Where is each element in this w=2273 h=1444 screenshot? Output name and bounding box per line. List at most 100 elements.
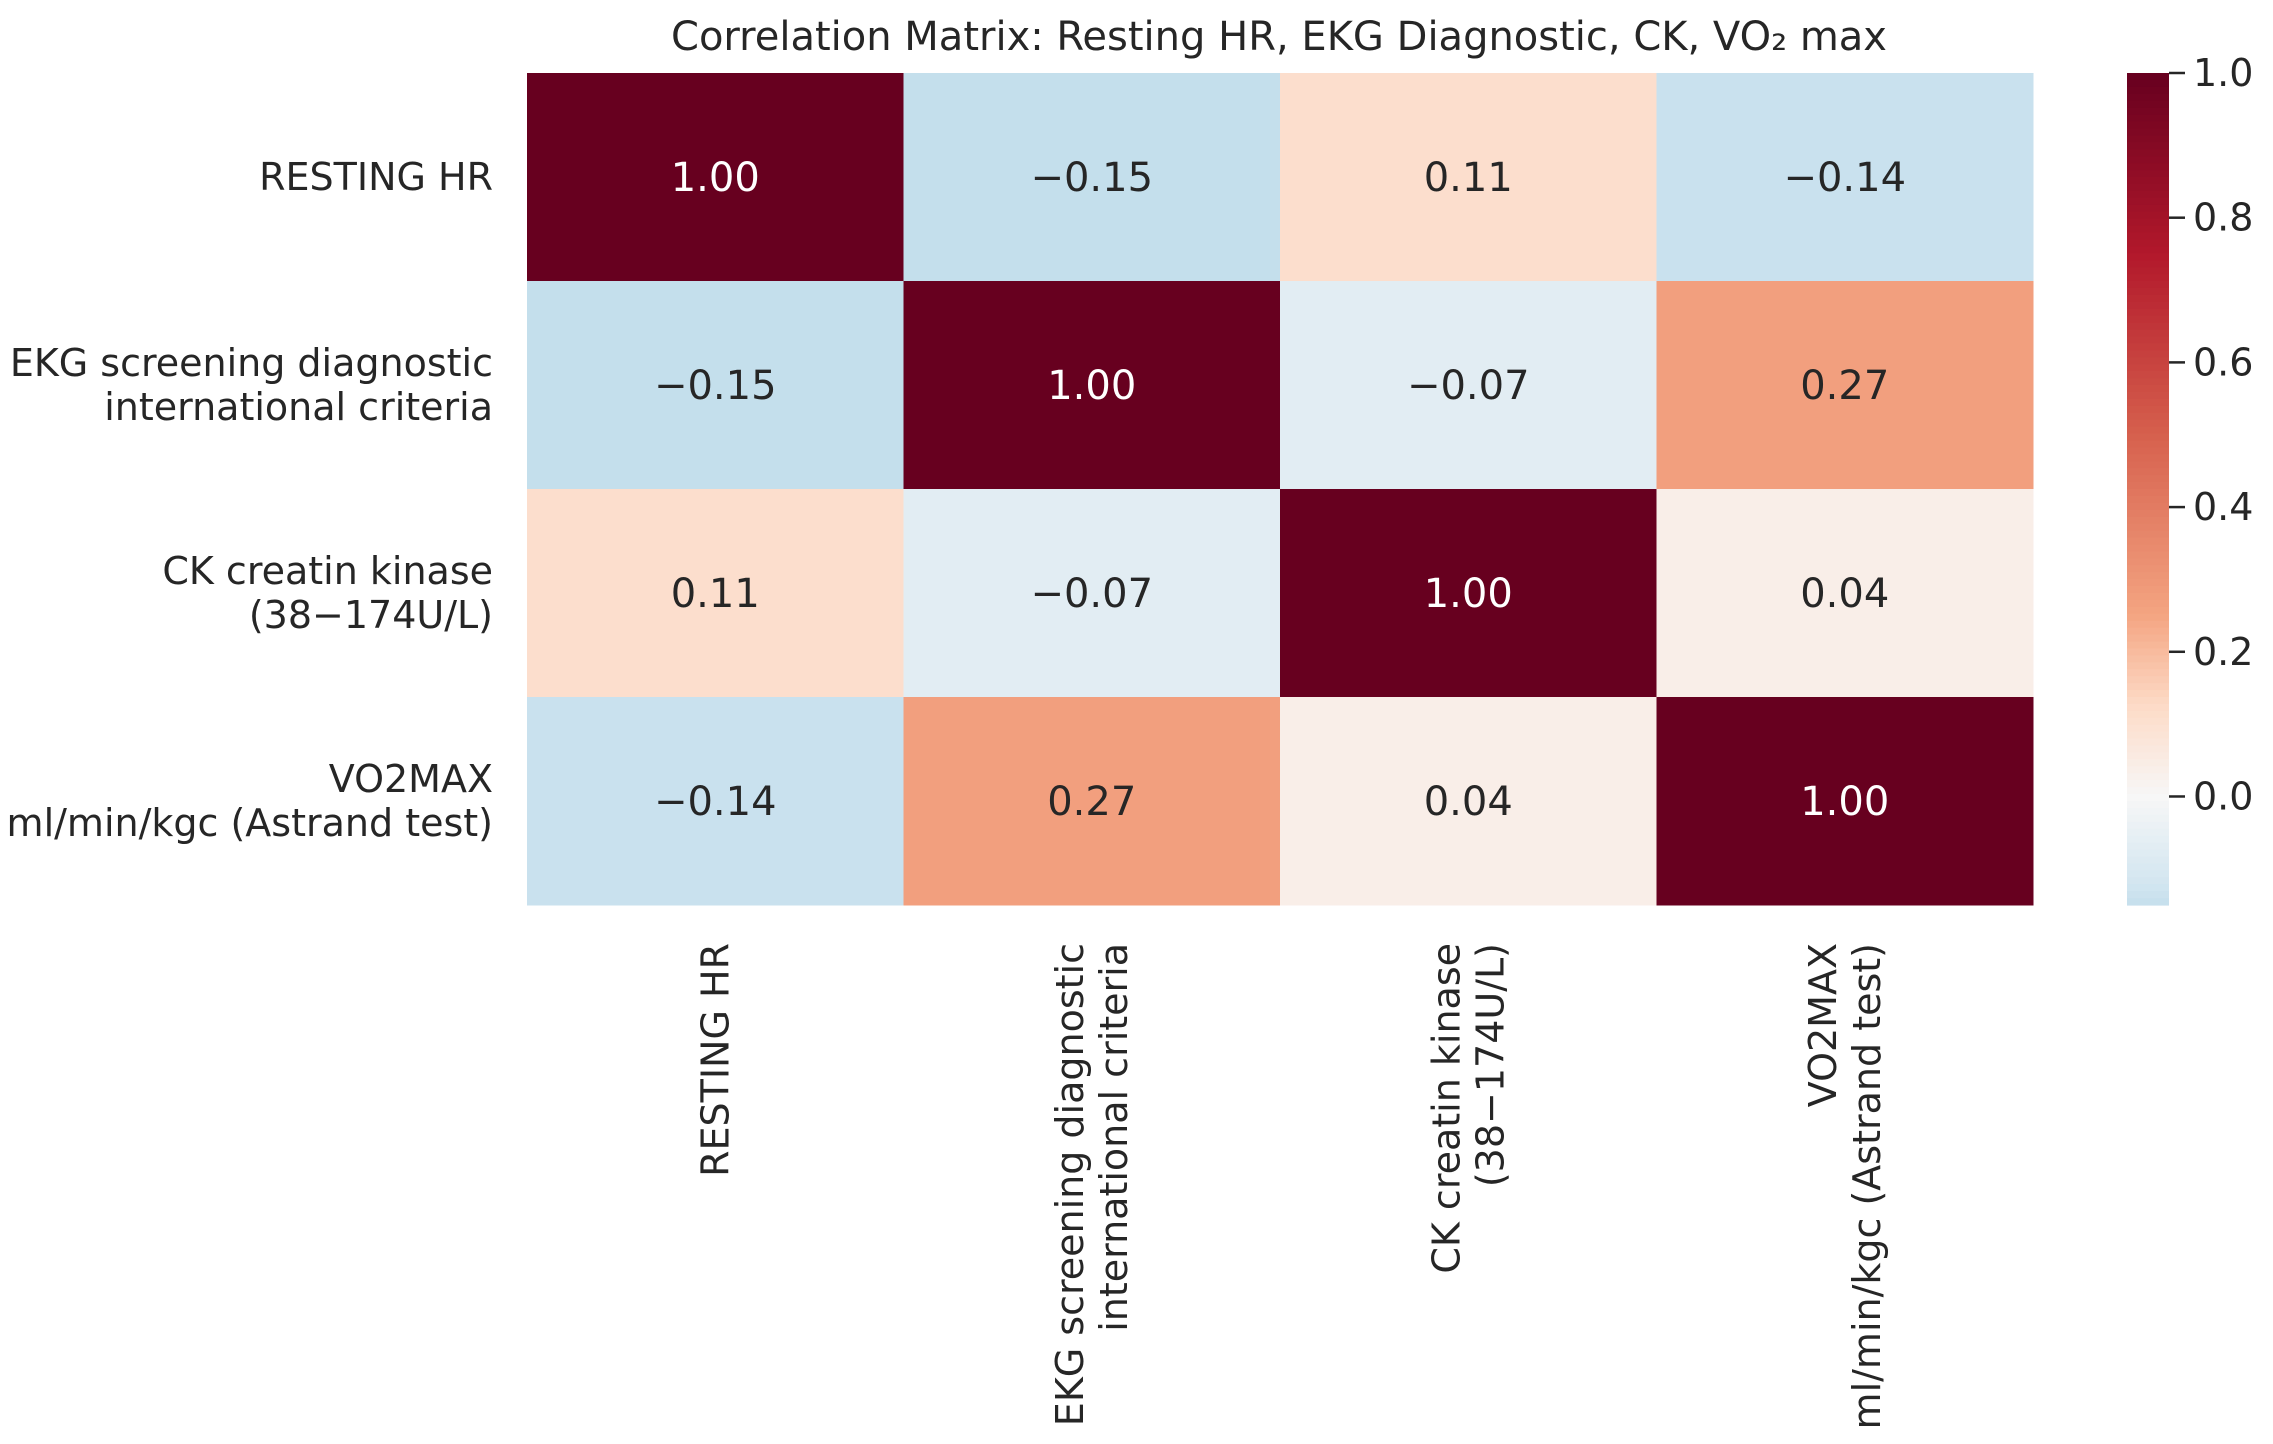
- colorbar-segment: [2127, 516, 2169, 525]
- colorbar-segment: [2127, 461, 2169, 469]
- colorbar-segment: [2127, 225, 2169, 234]
- colorbar-segment: [2127, 731, 2169, 740]
- colorbar-segment: [2127, 308, 2169, 317]
- colorbar-segment: [2127, 433, 2169, 442]
- colorbar-segment: [2127, 218, 2169, 227]
- colorbar-segment: [2127, 606, 2169, 615]
- colorbar-segment: [2127, 315, 2169, 324]
- colorbar-segment: [2127, 794, 2169, 802]
- cell-value-label: −0.07: [1407, 363, 1530, 409]
- heatmap-cell: [1656, 489, 2034, 698]
- colorbar-segment: [2127, 662, 2169, 670]
- colorbar-segment: [2127, 73, 2169, 81]
- colorbar-tick-label: 0.8: [2193, 196, 2253, 240]
- colorbar-segment: [2127, 391, 2169, 400]
- colorbar-segment: [2127, 156, 2169, 164]
- colorbar-segment: [2127, 281, 2169, 289]
- colorbar-segment: [2127, 509, 2169, 518]
- colorbar-segment: [2127, 232, 2169, 240]
- colorbar-segment: [2127, 211, 2169, 220]
- row-label: RESTING HR: [259, 155, 493, 199]
- colorbar-segment: [2127, 142, 2169, 150]
- colorbar-segment: [2127, 759, 2169, 767]
- colorbar-segment: [2127, 898, 2169, 906]
- colorbar-segment: [2127, 405, 2169, 414]
- colorbar-segment: [2127, 336, 2169, 344]
- colorbar-segment: [2127, 239, 2169, 247]
- cell-value-label: −0.14: [654, 779, 777, 825]
- heatmap-cell: [527, 281, 904, 490]
- colorbar-segment: [2127, 489, 2169, 497]
- colorbar-segment: [2127, 170, 2169, 178]
- row-label: VO2MAX ml/min/kgc (Astrand test): [7, 757, 493, 845]
- colorbar-segment: [2127, 419, 2169, 428]
- colorbar-segment: [2127, 655, 2169, 663]
- colorbar-tick-label: 0.6: [2193, 340, 2253, 384]
- heatmap-cell: [527, 489, 904, 698]
- colorbar-segment: [2127, 267, 2169, 275]
- heatmap-cell: [903, 73, 1281, 282]
- colorbar-segment: [2127, 530, 2169, 539]
- col-label: CK creatin kinase(38−174U/L): [1424, 943, 1512, 1274]
- row-label: EKG screening diagnostic international cr…: [10, 341, 493, 429]
- cell-value-label: −0.14: [1783, 155, 1906, 201]
- colorbar-segment: [2127, 350, 2169, 358]
- colorbar-segment: [2127, 426, 2169, 435]
- colorbar-segment: [2127, 121, 2169, 130]
- heatmap-cell: [1280, 697, 1657, 906]
- colorbar-segment: [2127, 856, 2169, 864]
- svg-text:RESTING HR: RESTING HR: [693, 943, 737, 1177]
- colorbar: 0.0 0.2 0.4 0.6 0.8 1.0: [2127, 51, 2253, 906]
- heatmap-cells: [527, 73, 2034, 906]
- colorbar-segment: [2127, 814, 2169, 823]
- col-label: EKG screening diagnosticinternational cr…: [1048, 943, 1136, 1426]
- heatmap-cell: [1280, 281, 1657, 490]
- colorbar-segment: [2127, 79, 2169, 88]
- colorbar-segment: [2127, 697, 2169, 705]
- colorbar-segment: [2127, 863, 2169, 871]
- colorbar-tick-label: 1.0: [2193, 51, 2253, 95]
- colorbar-segment: [2127, 613, 2169, 622]
- heatmap-cell: [1280, 73, 1657, 282]
- colorbar-segment: [2127, 752, 2169, 760]
- colorbar-segment: [2127, 780, 2169, 788]
- colorbar-segment: [2127, 690, 2169, 698]
- colorbar-segment: [2127, 745, 2169, 754]
- row-label: CK creatin kinase (38−174U/L): [162, 549, 493, 637]
- colorbar-segment: [2127, 773, 2169, 781]
- colorbar-segment: [2127, 183, 2169, 192]
- colorbar-segment: [2127, 246, 2169, 254]
- colorbar-segment: [2127, 253, 2169, 261]
- colorbar-segment: [2127, 835, 2169, 844]
- colorbar-segment: [2127, 197, 2169, 206]
- colorbar-segment: [2127, 544, 2169, 552]
- colorbar-segment: [2127, 357, 2169, 365]
- col-label: VO2MAXml/min/kgc (Astrand test): [1801, 943, 1889, 1429]
- heatmap-cell: [527, 73, 904, 282]
- row-labels: RESTING HR EKG screening diagnostic intern…: [7, 155, 493, 845]
- colorbar-tick-label: 0.4: [2193, 485, 2253, 529]
- svg-text:VO2MAXml/min/kgc (Astrand test: VO2MAXml/min/kgc (Astrand test): [1801, 943, 1889, 1429]
- colorbar-segment: [2127, 128, 2169, 136]
- colorbar-segment: [2127, 322, 2169, 331]
- colorbar-segment: [2127, 683, 2169, 691]
- col-label: RESTING HR: [693, 943, 737, 1177]
- colorbar-segment: [2127, 884, 2169, 892]
- colorbar-segment: [2127, 821, 2169, 830]
- colorbar-segment: [2127, 135, 2169, 143]
- cell-value-label: 0.27: [1800, 363, 1889, 409]
- colorbar-segment: [2127, 551, 2169, 559]
- colorbar-segment: [2127, 274, 2169, 282]
- cell-value-label: 1.00: [671, 155, 760, 201]
- heatmap-cell: [1656, 697, 2034, 906]
- colorbar-segment: [2127, 891, 2169, 899]
- svg-text:CK creatin kinase(38−174U/L): CK creatin kinase(38−174U/L): [1424, 943, 1512, 1274]
- colorbar-segment: [2127, 593, 2169, 601]
- col-labels: RESTING HR EKG screening diagnosticintern…: [693, 943, 1889, 1429]
- colorbar-tick-label: 0.2: [2193, 630, 2253, 674]
- colorbar-segment: [2127, 579, 2169, 587]
- colorbar-segment: [2127, 537, 2169, 546]
- colorbar-segment: [2127, 870, 2169, 878]
- colorbar-segment: [2127, 190, 2169, 199]
